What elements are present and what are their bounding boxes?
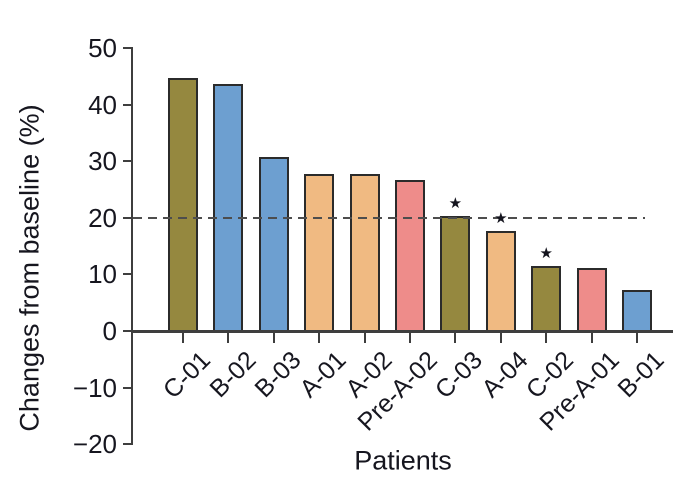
y-tick-label: 40 — [88, 89, 117, 120]
x-tick-label-A-01: A-01 — [294, 346, 353, 404]
bar-A-01 — [304, 174, 335, 330]
x-tick-label-A-04: A-04 — [476, 346, 534, 404]
bar-A-02 — [349, 174, 380, 330]
y-tick-label: 20 — [88, 202, 117, 233]
x-tick-mark — [227, 333, 230, 343]
bar-B-02 — [213, 84, 244, 330]
y-tick-mark — [123, 160, 131, 163]
bar-A-04 — [485, 231, 516, 330]
x-tick-label-B-02: B-02 — [204, 346, 262, 404]
x-tick-mark — [409, 333, 411, 343]
x-tick-mark — [272, 333, 275, 343]
x-tick-label-C-01: C-01 — [157, 346, 216, 405]
x-tick-mark — [499, 333, 502, 343]
y-tick-mark — [123, 443, 131, 446]
y-tick-mark — [123, 386, 131, 389]
x-tick-mark — [363, 333, 366, 343]
x-tick-mark — [182, 333, 184, 343]
x-tick-mark — [590, 333, 593, 343]
significance-asterisk-A-04: ★ — [494, 210, 508, 227]
x-axis-title: Patients — [354, 445, 452, 476]
x-tick-mark — [454, 333, 457, 343]
x-tick-mark — [636, 333, 638, 343]
y-tick-mark — [123, 330, 131, 332]
y-tick-label: −20 — [72, 429, 117, 460]
bar-C-01 — [168, 78, 198, 330]
y-tick-label: 10 — [88, 259, 117, 290]
x-tick-label-B-01: B-01 — [612, 346, 670, 404]
bar-C-02 — [531, 266, 562, 330]
x-tick-label-B-03: B-03 — [249, 346, 307, 404]
y-tick-mark — [123, 47, 131, 49]
y-tick-mark — [123, 216, 131, 219]
y-axis-title: Changes from baseline (%) — [14, 104, 45, 432]
y-tick-mark — [123, 273, 131, 276]
y-tick-label: −10 — [72, 372, 117, 403]
x-tick-mark — [545, 333, 548, 343]
significance-asterisk-C-03: ★ — [448, 195, 463, 212]
bar-C-03 — [440, 216, 471, 330]
y-tick-label: 0 — [102, 316, 117, 346]
y-axis-line — [131, 47, 133, 445]
bar-Pre-A-02 — [395, 180, 425, 330]
significance-asterisk-C-02: ★ — [539, 245, 553, 262]
bar-Pre-A-01 — [576, 268, 607, 330]
bar-B-01 — [622, 290, 652, 330]
x-axis-line — [131, 330, 673, 333]
bar-B-03 — [258, 157, 289, 330]
x-tick-mark — [318, 333, 321, 343]
y-tick-mark — [123, 103, 131, 106]
y-tick-label: 50 — [88, 33, 117, 63]
x-tick-label-C-03: C-03 — [430, 346, 489, 405]
y-tick-label: 30 — [88, 146, 117, 177]
reference-dashed-line — [133, 216, 645, 219]
